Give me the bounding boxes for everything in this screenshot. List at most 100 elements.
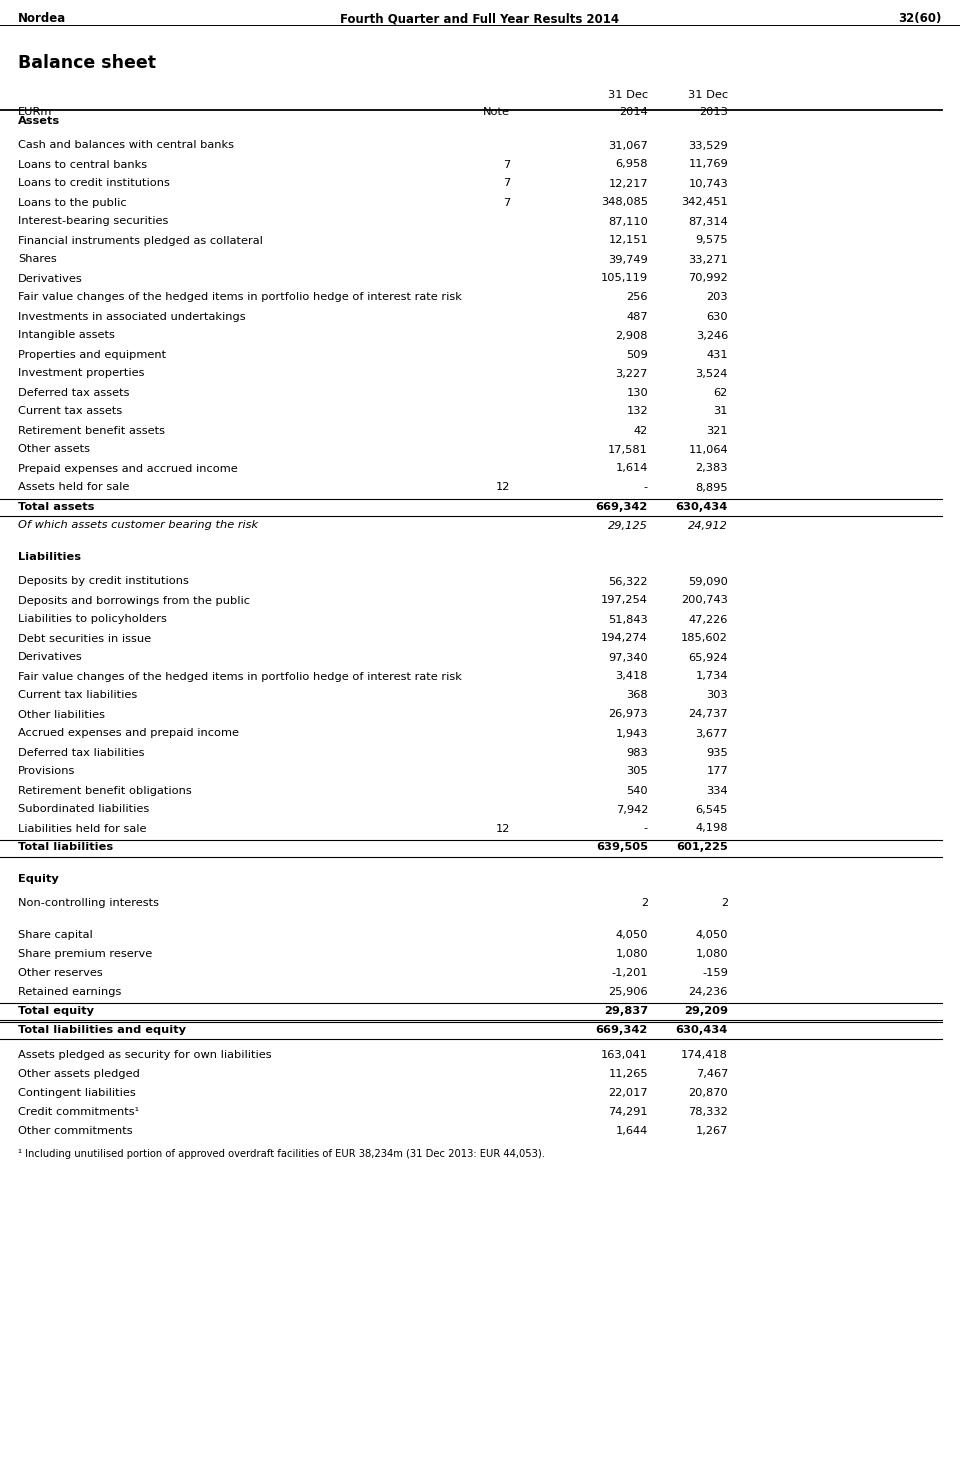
Text: Investment properties: Investment properties (18, 369, 145, 378)
Text: 1,614: 1,614 (615, 464, 648, 474)
Text: 3,246: 3,246 (696, 330, 728, 341)
Text: Loans to central banks: Loans to central banks (18, 160, 147, 169)
Text: 29,837: 29,837 (604, 1006, 648, 1015)
Text: Assets held for sale: Assets held for sale (18, 483, 130, 492)
Text: 203: 203 (707, 292, 728, 302)
Text: 2013: 2013 (699, 107, 728, 117)
Text: Derivatives: Derivatives (18, 274, 83, 283)
Text: 11,265: 11,265 (609, 1069, 648, 1079)
Text: 487: 487 (626, 311, 648, 322)
Text: Nordea: Nordea (18, 12, 66, 25)
Text: 4,198: 4,198 (695, 824, 728, 833)
Text: -: - (644, 483, 648, 492)
Text: 22,017: 22,017 (609, 1088, 648, 1098)
Text: 935: 935 (707, 747, 728, 757)
Text: 24,236: 24,236 (688, 987, 728, 997)
Text: Credit commitments¹: Credit commitments¹ (18, 1107, 139, 1117)
Text: Assets: Assets (18, 116, 60, 126)
Text: 4,050: 4,050 (695, 929, 728, 940)
Text: 7: 7 (503, 197, 510, 207)
Text: 2: 2 (641, 898, 648, 908)
Text: Current tax liabilities: Current tax liabilities (18, 691, 137, 701)
Text: -: - (644, 824, 648, 833)
Text: Fair value changes of the hedged items in portfolio hedge of interest rate risk: Fair value changes of the hedged items i… (18, 671, 462, 682)
Text: 56,322: 56,322 (609, 576, 648, 587)
Text: 47,226: 47,226 (688, 615, 728, 624)
Text: Shares: Shares (18, 255, 57, 264)
Text: -1,201: -1,201 (612, 968, 648, 978)
Text: 12: 12 (495, 824, 510, 833)
Text: 368: 368 (626, 691, 648, 701)
Text: 2: 2 (721, 898, 728, 908)
Text: 10,743: 10,743 (688, 178, 728, 188)
Text: Fourth Quarter and Full Year Results 2014: Fourth Quarter and Full Year Results 201… (341, 12, 619, 25)
Text: Liabilities to policyholders: Liabilities to policyholders (18, 615, 167, 624)
Text: Assets pledged as security for own liabilities: Assets pledged as security for own liabi… (18, 1049, 272, 1060)
Text: 256: 256 (627, 292, 648, 302)
Text: 65,924: 65,924 (688, 652, 728, 662)
Text: Deferred tax assets: Deferred tax assets (18, 387, 130, 397)
Text: Financial instruments pledged as collateral: Financial instruments pledged as collate… (18, 236, 263, 246)
Text: 25,906: 25,906 (609, 987, 648, 997)
Text: 509: 509 (626, 350, 648, 360)
Text: 4,050: 4,050 (615, 929, 648, 940)
Text: Provisions: Provisions (18, 766, 76, 777)
Text: 97,340: 97,340 (609, 652, 648, 662)
Text: 3,677: 3,677 (695, 729, 728, 738)
Text: Subordinated liabilities: Subordinated liabilities (18, 805, 149, 815)
Text: Investments in associated undertakings: Investments in associated undertakings (18, 311, 246, 322)
Text: Other assets pledged: Other assets pledged (18, 1069, 140, 1079)
Text: Contingent liabilities: Contingent liabilities (18, 1088, 135, 1098)
Text: 540: 540 (626, 785, 648, 796)
Text: 12,217: 12,217 (609, 178, 648, 188)
Text: Retirement benefit obligations: Retirement benefit obligations (18, 785, 192, 796)
Text: 6,545: 6,545 (696, 805, 728, 815)
Text: 33,529: 33,529 (688, 141, 728, 151)
Text: 87,110: 87,110 (608, 216, 648, 227)
Text: 39,749: 39,749 (609, 255, 648, 264)
Text: Fair value changes of the hedged items in portfolio hedge of interest rate risk: Fair value changes of the hedged items i… (18, 292, 462, 302)
Text: 51,843: 51,843 (609, 615, 648, 624)
Text: 630: 630 (707, 311, 728, 322)
Text: Intangible assets: Intangible assets (18, 330, 115, 341)
Text: 7: 7 (503, 160, 510, 169)
Text: Current tax assets: Current tax assets (18, 406, 122, 416)
Text: 2014: 2014 (619, 107, 648, 117)
Text: 342,451: 342,451 (682, 197, 728, 207)
Text: Other reserves: Other reserves (18, 968, 103, 978)
Text: Share premium reserve: Share premium reserve (18, 948, 153, 959)
Text: 1,080: 1,080 (615, 948, 648, 959)
Text: 3,418: 3,418 (615, 671, 648, 682)
Text: 130: 130 (626, 387, 648, 397)
Text: ¹ Including unutilised portion of approved overdraft facilities of EUR 38,234m (: ¹ Including unutilised portion of approv… (18, 1150, 545, 1159)
Text: 197,254: 197,254 (601, 596, 648, 606)
Text: 26,973: 26,973 (609, 710, 648, 719)
Text: 2,383: 2,383 (695, 464, 728, 474)
Text: 33,271: 33,271 (688, 255, 728, 264)
Text: 7: 7 (503, 178, 510, 188)
Text: Deposits and borrowings from the public: Deposits and borrowings from the public (18, 596, 250, 606)
Text: 348,085: 348,085 (601, 197, 648, 207)
Text: Interest-bearing securities: Interest-bearing securities (18, 216, 168, 227)
Text: Liabilities held for sale: Liabilities held for sale (18, 824, 147, 833)
Text: Deferred tax liabilities: Deferred tax liabilities (18, 747, 145, 757)
Text: Loans to the public: Loans to the public (18, 197, 127, 207)
Text: 42: 42 (634, 425, 648, 436)
Text: 639,505: 639,505 (596, 842, 648, 852)
Text: 62: 62 (713, 387, 728, 397)
Text: 1,080: 1,080 (695, 948, 728, 959)
Text: Other assets: Other assets (18, 445, 90, 455)
Text: 87,314: 87,314 (688, 216, 728, 227)
Text: 1,943: 1,943 (615, 729, 648, 738)
Text: 194,274: 194,274 (601, 633, 648, 643)
Text: Deposits by credit institutions: Deposits by credit institutions (18, 576, 189, 587)
Text: Share capital: Share capital (18, 929, 93, 940)
Text: 59,090: 59,090 (688, 576, 728, 587)
Text: 70,992: 70,992 (688, 274, 728, 283)
Text: 24,912: 24,912 (688, 520, 728, 531)
Text: Of which assets customer bearing the risk: Of which assets customer bearing the ris… (18, 520, 258, 531)
Text: 11,064: 11,064 (688, 445, 728, 455)
Text: Debt securities in issue: Debt securities in issue (18, 633, 151, 643)
Text: 11,769: 11,769 (688, 160, 728, 169)
Text: 29,209: 29,209 (684, 1006, 728, 1015)
